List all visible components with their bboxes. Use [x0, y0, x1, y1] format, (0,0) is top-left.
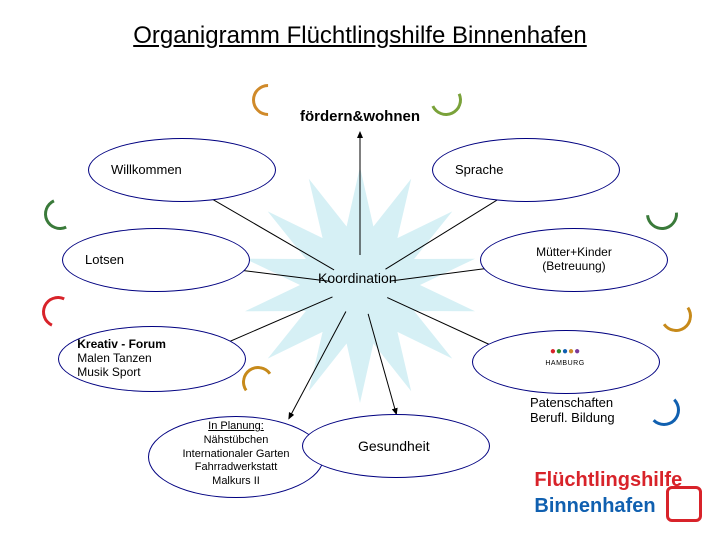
logo: Flüchtlingshilfe Binnenhafen: [534, 470, 702, 526]
arrow-kreativ: [216, 297, 333, 348]
node-sprache: Sprache: [432, 138, 620, 202]
paten-people-icon: ●●●●● HAMBURG: [530, 346, 600, 368]
plan-text: In Planung: Nähstübchen Internationaler …: [156, 420, 316, 489]
paten-l2: Berufl. Bildung: [530, 410, 615, 425]
center-label-koordination: Koordination: [318, 270, 397, 286]
plan-l1: Nähstübchen: [204, 434, 269, 446]
arrow-gesundheit: [368, 314, 396, 414]
paten-l1: Patenschaften: [530, 395, 613, 410]
logo-line2: Binnenhafen: [534, 495, 655, 517]
node-kreativ: Kreativ - ForumMalen TanzenMusik Sport: [58, 326, 246, 392]
diagram-canvas: Organigramm Flüchtlingshilfe Binnenhafen…: [0, 0, 720, 540]
logo-square-icon: [666, 486, 702, 522]
plan-l4: Malkurs II: [212, 475, 260, 487]
patenschaften-text: Patenschaften Berufl. Bildung: [530, 396, 615, 426]
node-lotsen: Lotsen: [62, 228, 250, 292]
node-muetter: Mütter+Kinder(Betreuung): [480, 228, 668, 292]
plan-heading: In Planung:: [208, 420, 264, 432]
arrow-plan: [289, 311, 346, 418]
plan-l2: Internationaler Garten: [182, 448, 289, 460]
gesundheit-label: Gesundheit: [358, 438, 430, 454]
plan-l3: Fahrradwerkstatt: [195, 461, 278, 473]
arc-decoration-7: [648, 394, 680, 426]
node-willkommen: Willkommen: [88, 138, 276, 202]
top-label-foerdern-wohnen: fördern&wohnen: [260, 108, 460, 125]
